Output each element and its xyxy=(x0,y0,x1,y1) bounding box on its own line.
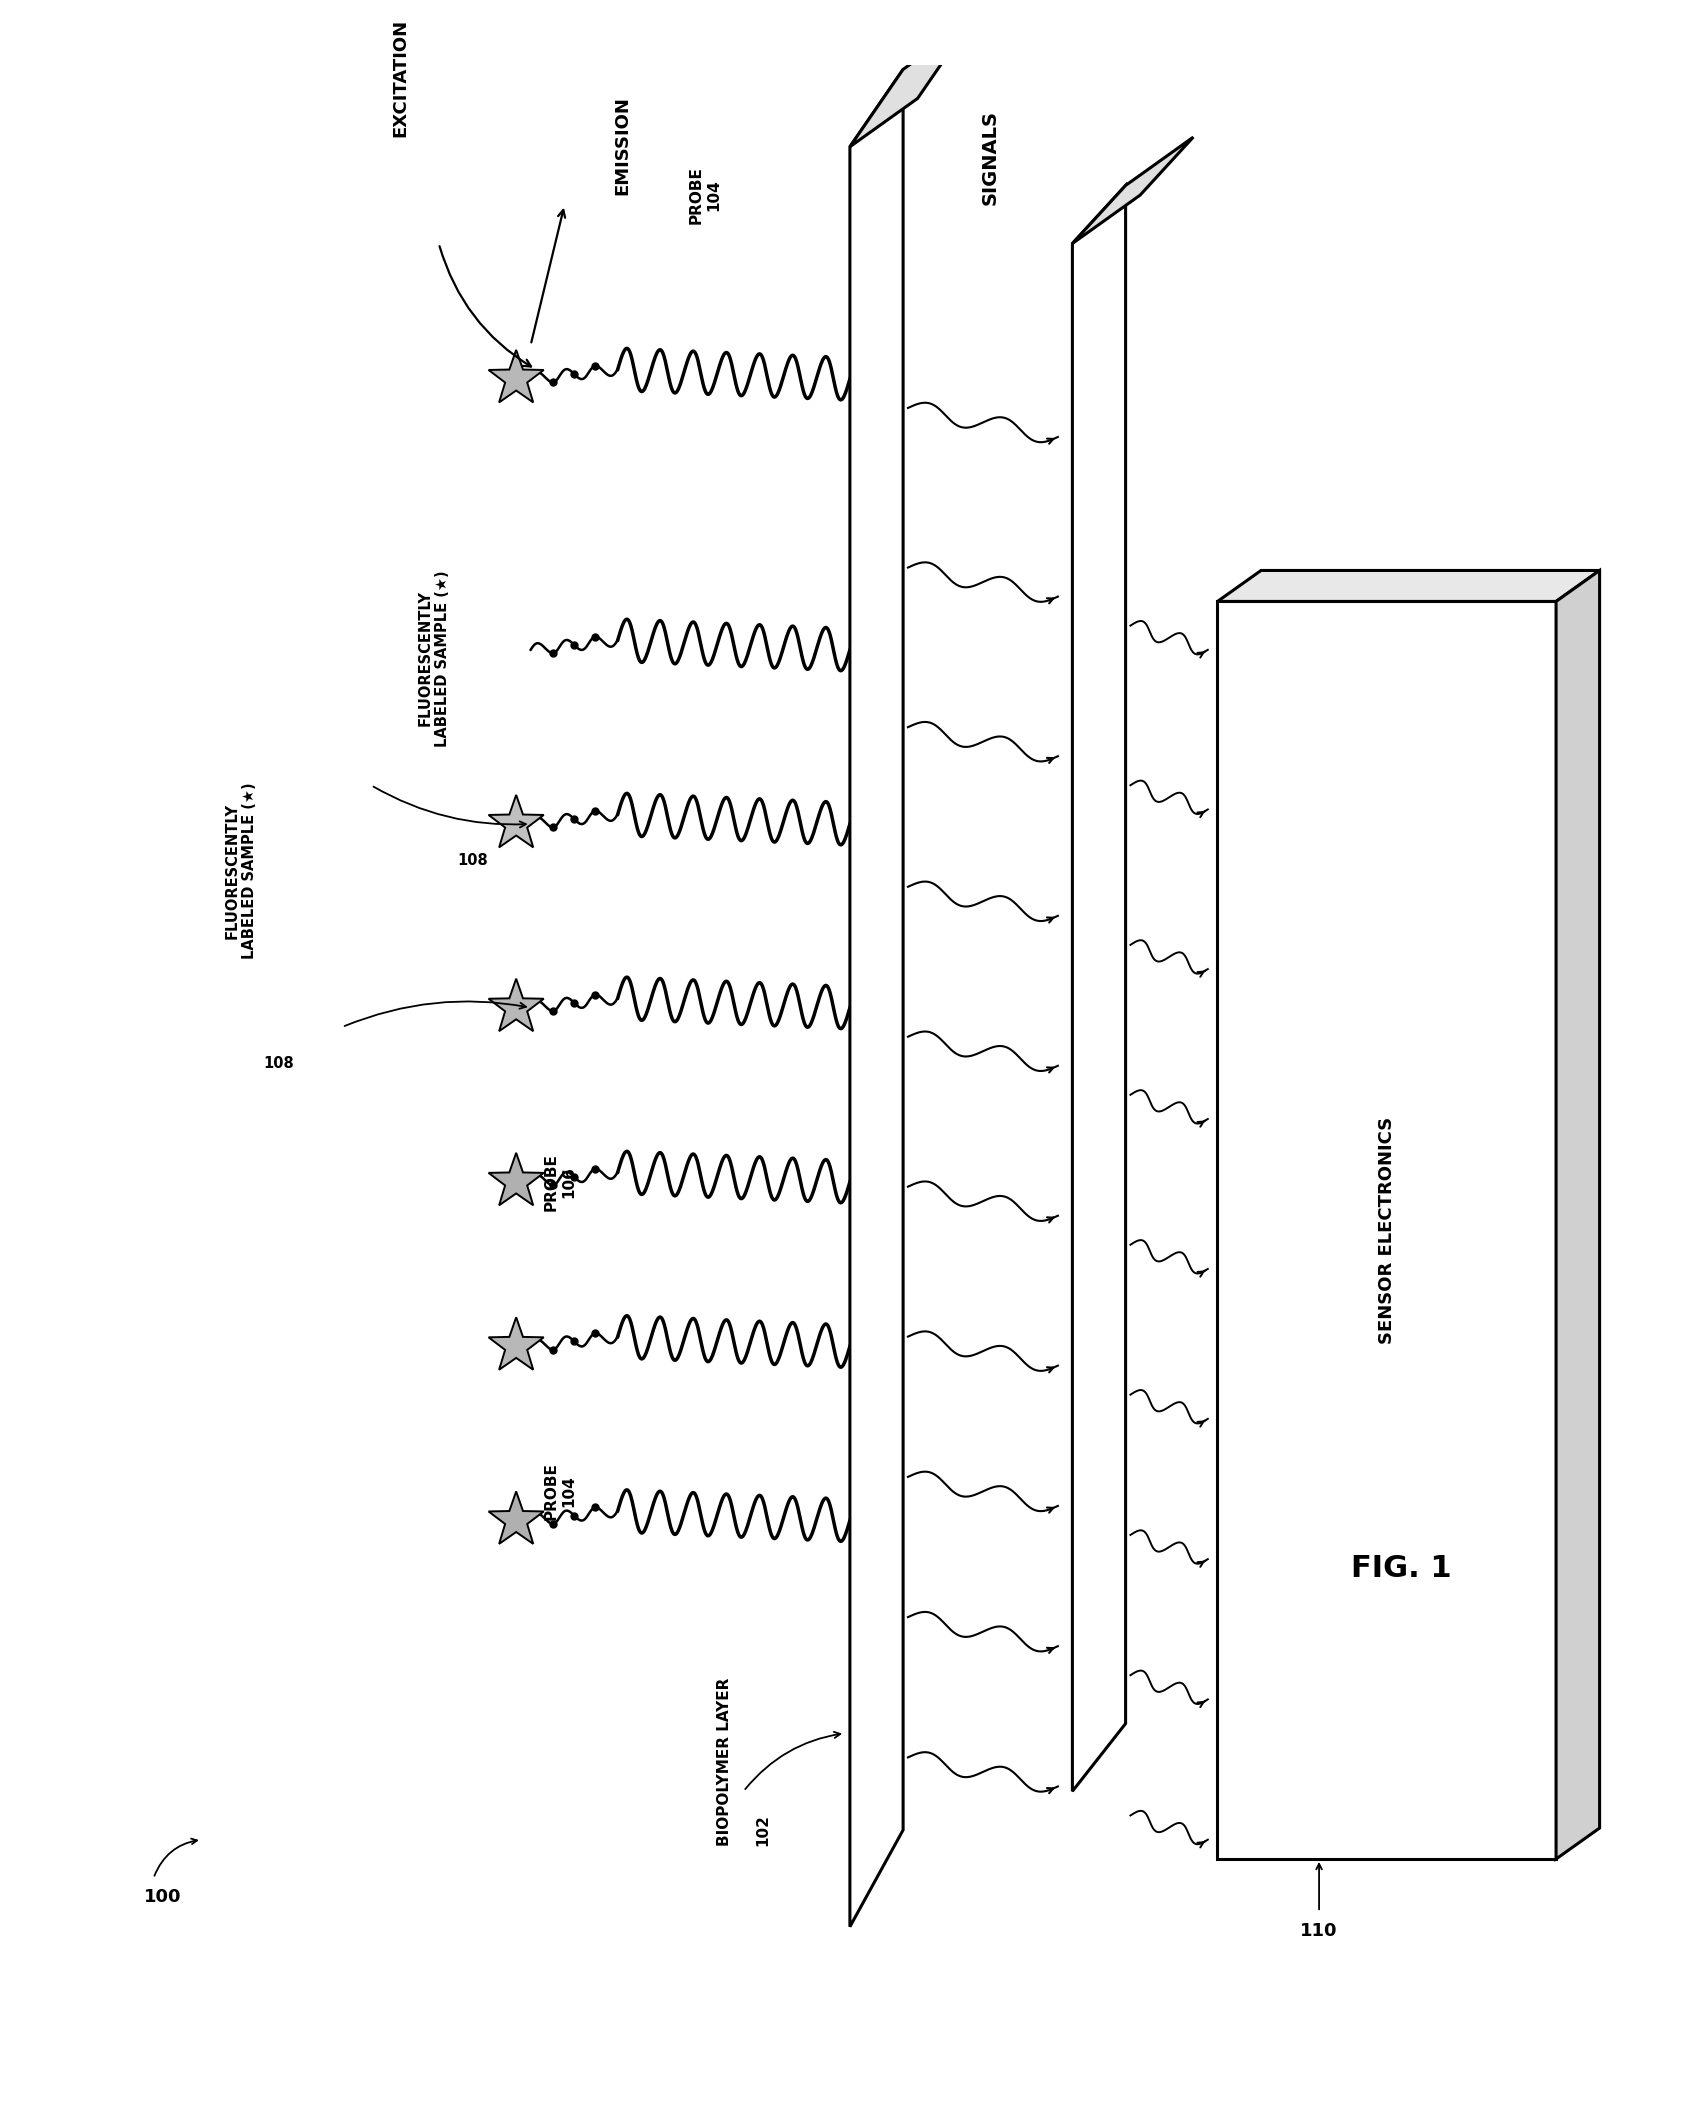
Text: PROBE
104: PROBE 104 xyxy=(688,166,722,223)
Text: SIGNALS: SIGNALS xyxy=(981,109,999,204)
Polygon shape xyxy=(850,21,971,147)
Polygon shape xyxy=(488,1318,544,1370)
Text: FLUORESCENTLY
LABELED SAMPLE (★): FLUORESCENTLY LABELED SAMPLE (★) xyxy=(224,783,257,960)
Text: PROBE
104: PROBE 104 xyxy=(544,1463,576,1520)
Polygon shape xyxy=(1072,185,1125,1791)
Text: EMISSION: EMISSION xyxy=(613,97,632,196)
Text: 108: 108 xyxy=(264,1057,295,1071)
Polygon shape xyxy=(1218,602,1557,1859)
Polygon shape xyxy=(488,349,544,402)
Polygon shape xyxy=(488,979,544,1031)
Text: 108: 108 xyxy=(457,853,488,867)
Polygon shape xyxy=(1072,137,1193,244)
Polygon shape xyxy=(488,1154,544,1206)
Text: 100: 100 xyxy=(144,1888,181,1905)
Text: 102: 102 xyxy=(756,1815,771,1846)
Polygon shape xyxy=(1218,570,1599,602)
Polygon shape xyxy=(488,1492,544,1543)
Text: SENSOR ELECTRONICS: SENSOR ELECTRONICS xyxy=(1377,1116,1396,1343)
Text: FIG. 1: FIG. 1 xyxy=(1352,1553,1452,1583)
Text: 110: 110 xyxy=(1301,1922,1338,1941)
Polygon shape xyxy=(850,69,903,1926)
Polygon shape xyxy=(488,796,544,848)
Text: FLUORESCENTLY
LABELED SAMPLE (★): FLUORESCENTLY LABELED SAMPLE (★) xyxy=(418,570,451,747)
Polygon shape xyxy=(1557,570,1599,1859)
Text: EXCITATION: EXCITATION xyxy=(391,19,408,137)
Text: PROBE
106: PROBE 106 xyxy=(544,1154,576,1210)
Text: BIOPOLYMER LAYER: BIOPOLYMER LAYER xyxy=(717,1678,732,1846)
